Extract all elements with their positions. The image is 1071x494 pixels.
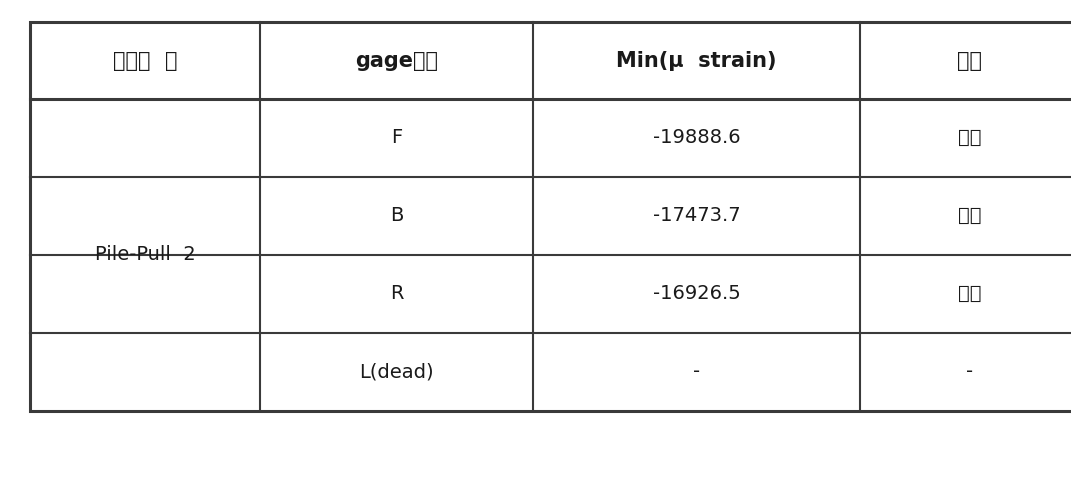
Text: 실험체  명: 실험체 명 bbox=[112, 50, 178, 71]
Text: Pile-Pull  2: Pile-Pull 2 bbox=[94, 246, 196, 264]
Text: L(dead): L(dead) bbox=[360, 363, 434, 381]
Text: F: F bbox=[391, 128, 403, 147]
Text: -: - bbox=[966, 363, 974, 381]
Text: B: B bbox=[390, 206, 404, 225]
Text: 항복: 항복 bbox=[959, 206, 981, 225]
Text: Min(μ  strain): Min(μ strain) bbox=[617, 50, 776, 71]
Text: -: - bbox=[693, 363, 700, 381]
Text: 항복: 항복 bbox=[959, 128, 981, 147]
Text: R: R bbox=[390, 285, 404, 303]
Text: 비고: 비고 bbox=[957, 50, 982, 71]
Text: -19888.6: -19888.6 bbox=[653, 128, 740, 147]
Bar bbox=[30, 22, 1071, 411]
Text: -16926.5: -16926.5 bbox=[653, 285, 740, 303]
Text: gage번호: gage번호 bbox=[356, 50, 438, 71]
Text: 항복: 항복 bbox=[959, 285, 981, 303]
Text: -17473.7: -17473.7 bbox=[653, 206, 740, 225]
